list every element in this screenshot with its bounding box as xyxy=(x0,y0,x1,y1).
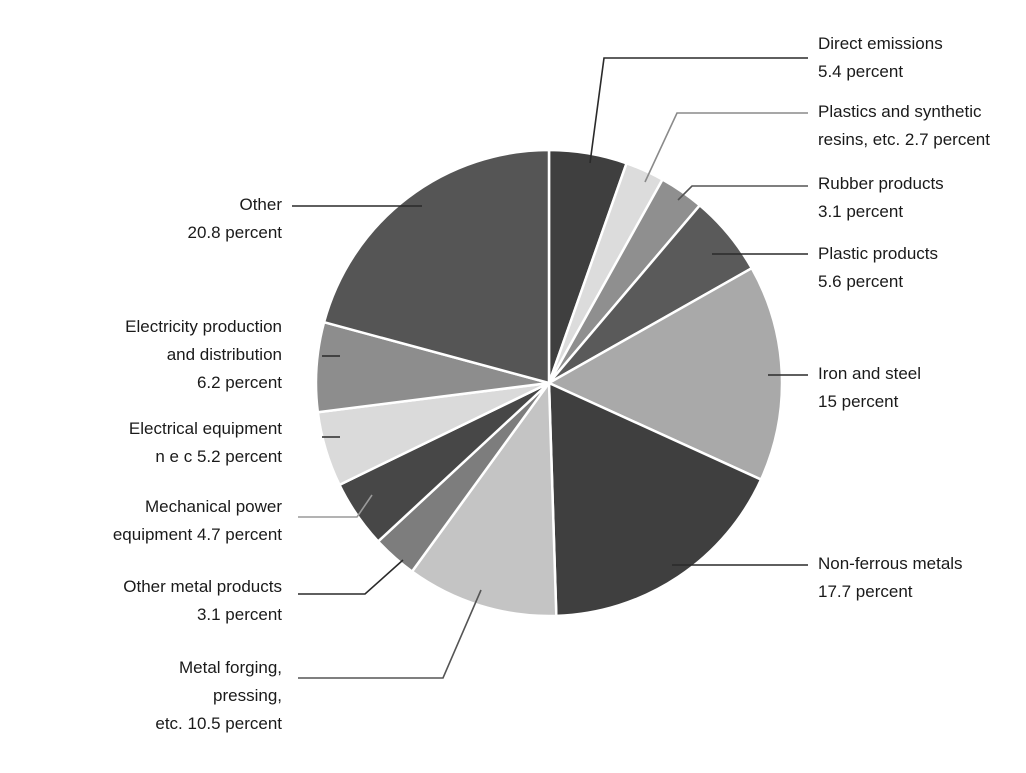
leader-line-8 xyxy=(298,559,404,595)
slice-label-line: Plastic products xyxy=(818,244,938,263)
slice-label-line: Metal forging, xyxy=(179,658,282,677)
slice-label-line: Mechanical power xyxy=(145,497,282,516)
slice-label-line: 17.7 percent xyxy=(818,582,913,601)
slice-label-line: resins, etc. 2.7 percent xyxy=(818,130,990,149)
slice-label-line: Plastics and synthetic xyxy=(818,102,982,121)
slice-label-line: 5.6 percent xyxy=(818,272,903,291)
slice-label-line: and distribution xyxy=(167,345,282,364)
slice-label-6: Non-ferrous metals 17.7 percent xyxy=(818,554,963,601)
slice-label-line: 5.4 percent xyxy=(818,62,903,81)
leader-line-7 xyxy=(298,589,482,679)
slice-label-line: Other metal products xyxy=(123,577,282,596)
slice-label-8: Other metal products 3.1 percent xyxy=(123,577,282,624)
slice-label-line: 20.8 percent xyxy=(187,223,282,242)
pie-slice-12 xyxy=(322,148,551,385)
slice-label-line: Electrical equipment xyxy=(129,419,282,438)
slice-label-line: Rubber products xyxy=(818,174,944,193)
slice-label-1: Direct emissions 5.4 percent xyxy=(818,34,943,81)
slice-label-9: Mechanical power equipment 4.7 percent xyxy=(113,497,283,544)
slice-label-2: Plastics and synthetic resins, etc. 2.7 p… xyxy=(818,102,990,149)
slice-label-line: Non-ferrous metals xyxy=(818,554,963,573)
slice-label-4: Plastic products 5.6 percent xyxy=(818,244,938,291)
slice-label-line: Other xyxy=(239,195,282,214)
leader-lines xyxy=(292,57,808,679)
slice-label-12: Other 20.8 percent xyxy=(187,195,282,242)
leader-line-9 xyxy=(298,494,373,518)
slice-label-line: 3.1 percent xyxy=(818,202,903,221)
slice-label-10: Electrical equipment n e c 5.2 percent xyxy=(129,419,282,466)
slice-label-line: Iron and steel xyxy=(818,364,921,383)
slice-label-line: 6.2 percent xyxy=(197,373,282,392)
slice-label-line: etc. 10.5 percent xyxy=(155,714,282,733)
slice-label-3: Rubber products 3.1 percent xyxy=(818,174,944,221)
leader-line-2 xyxy=(644,112,808,183)
slice-label-line: n e c 5.2 percent xyxy=(155,447,282,466)
slice-label-11: Electricity production and distribution 6.… xyxy=(125,317,282,392)
pie-slice-5 xyxy=(547,266,784,481)
slice-label-5: Iron and steel 15 percent xyxy=(818,364,921,411)
slice-label-line: 15 percent xyxy=(818,392,899,411)
leader-line-3 xyxy=(677,185,808,201)
leader-line-1 xyxy=(589,57,808,164)
slice-label-7: Metal forging, pressing, etc. 10.5 percent xyxy=(155,658,282,733)
slice-label-line: Direct emissions xyxy=(818,34,943,53)
pie-slices xyxy=(314,148,784,618)
slice-labels: Direct emissions 5.4 percent Plastics and … xyxy=(113,34,990,733)
slice-label-line: equipment 4.7 percent xyxy=(113,525,282,544)
pie-slice-7 xyxy=(410,381,558,618)
pie-slice-6 xyxy=(547,381,763,618)
slice-label-line: pressing, xyxy=(213,686,282,705)
slice-label-line: Electricity production xyxy=(125,317,282,336)
slice-label-line: 3.1 percent xyxy=(197,605,282,624)
